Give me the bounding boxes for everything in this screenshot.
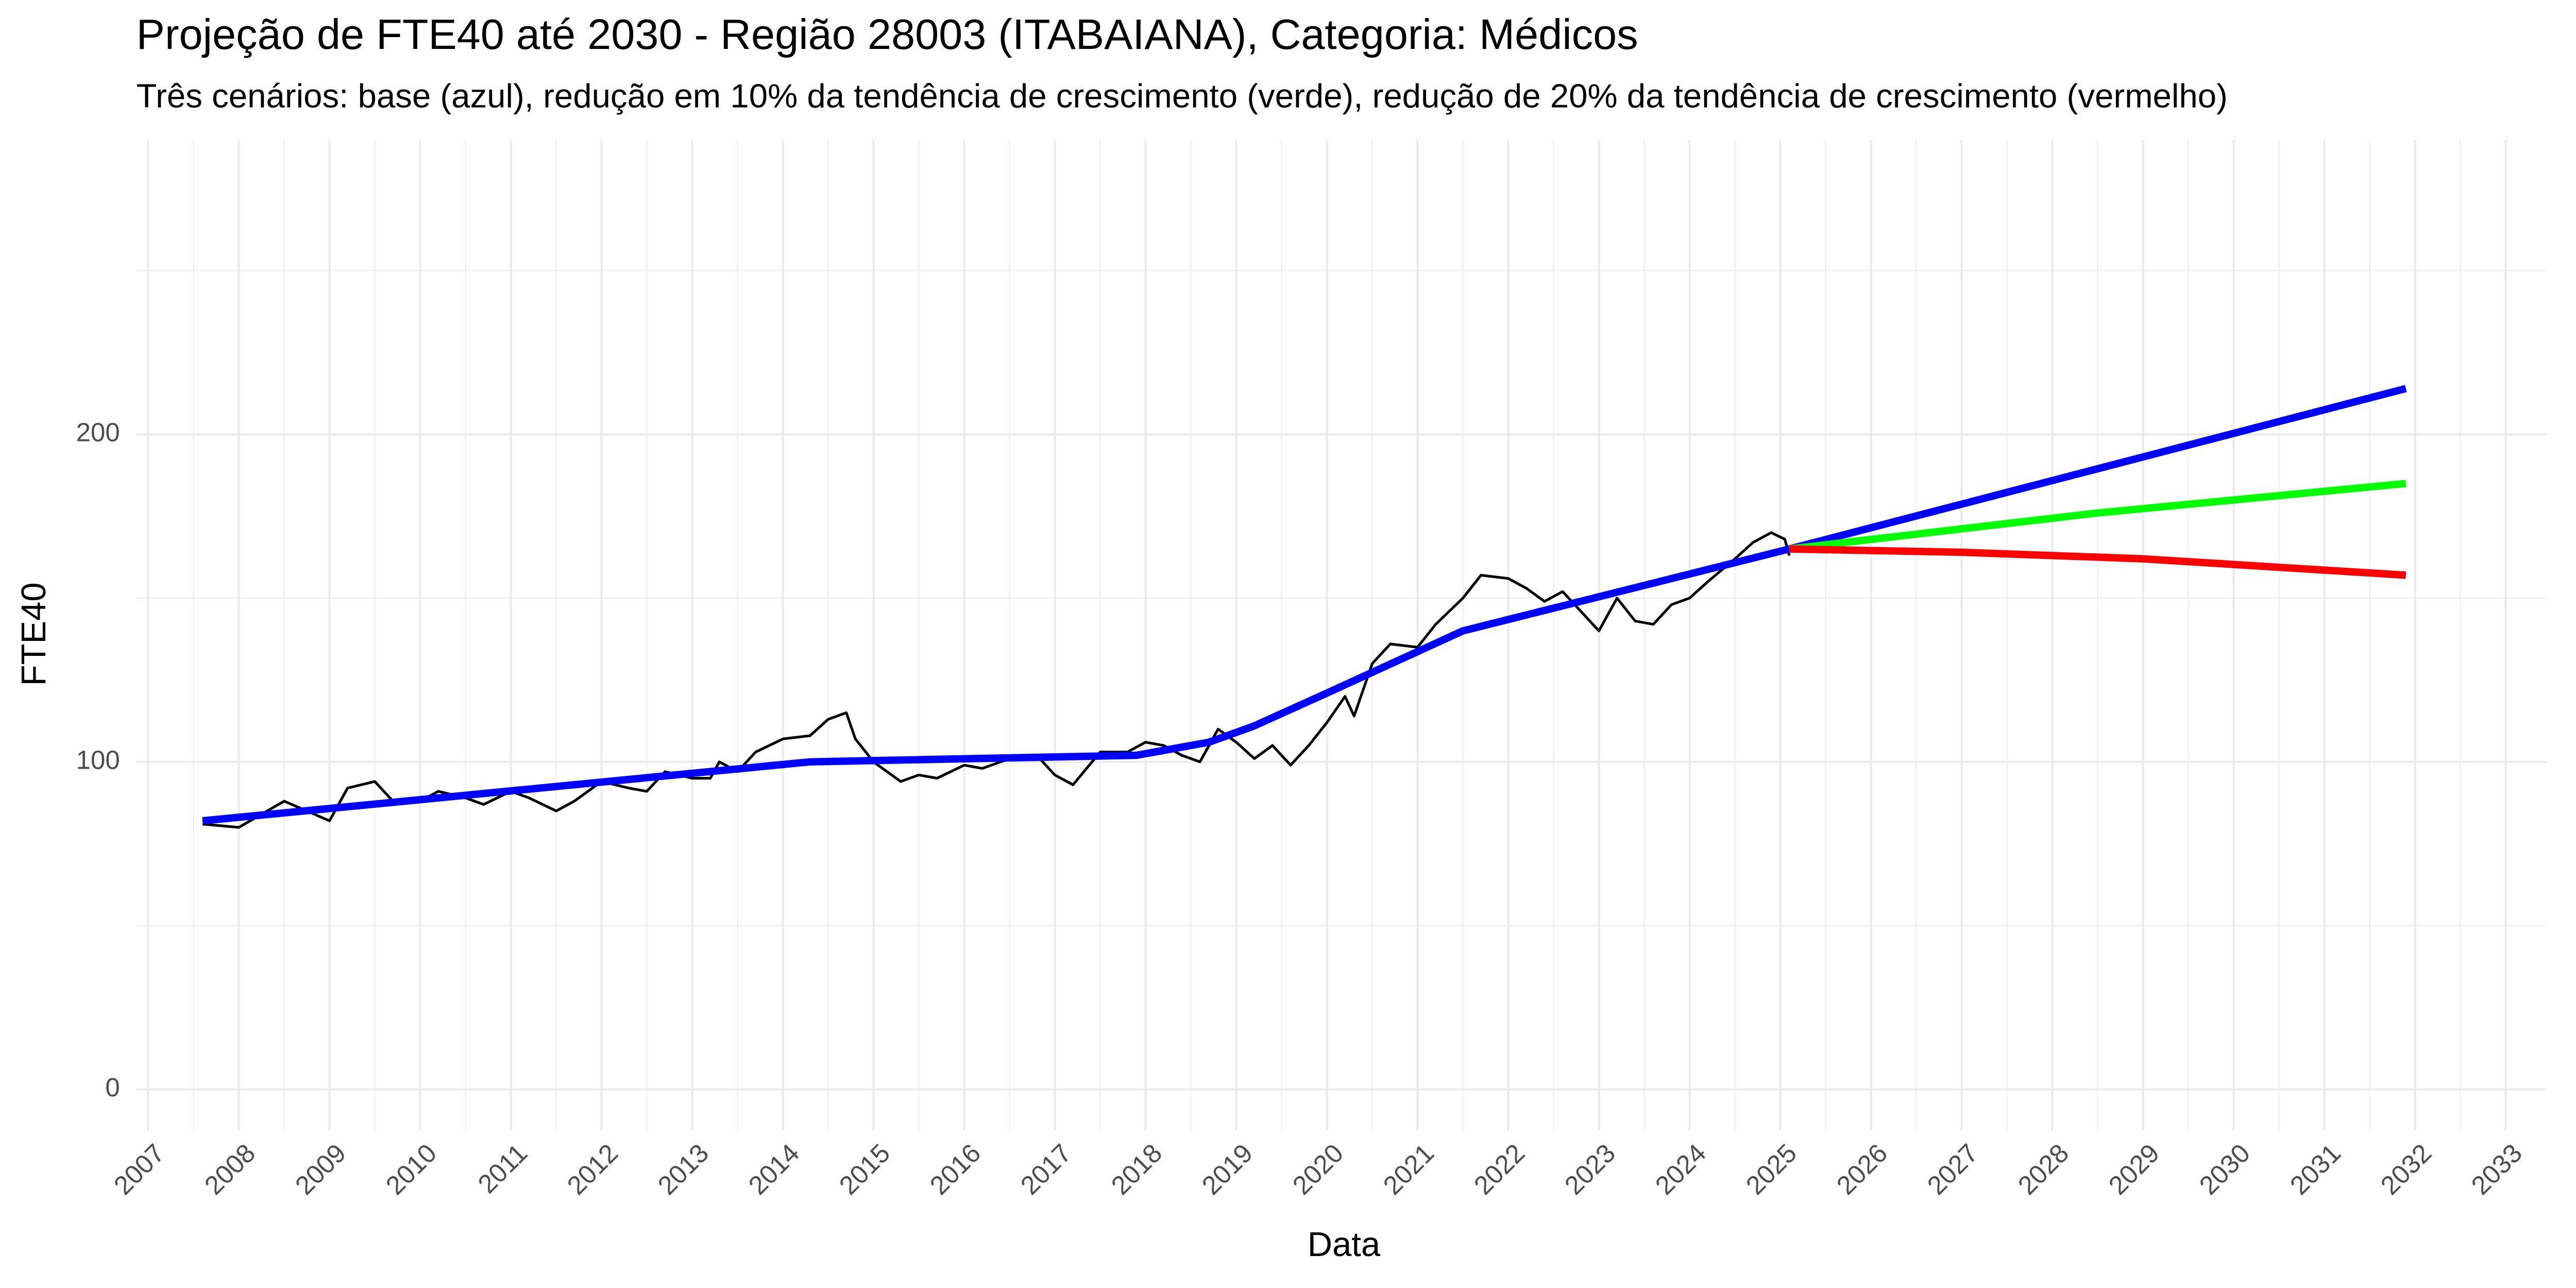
x-axis-label: Data <box>1308 1225 1381 1264</box>
x-tick-label: 2010 <box>380 1138 443 1200</box>
x-tick-label: 2032 <box>2375 1138 2437 1200</box>
x-tick-label: 2029 <box>2103 1138 2165 1200</box>
x-tick-label: 2027 <box>1922 1138 1984 1200</box>
x-tick-label: 2015 <box>834 1138 896 1200</box>
x-tick-label: 2023 <box>1559 1138 1621 1200</box>
x-tick-label: 2019 <box>1196 1138 1259 1200</box>
grid: 0 100 200 2007 2008 2009 2010 2011 2012 2013 2014 2… <box>76 140 2547 1200</box>
x-tick-label: 2022 <box>1468 1138 1531 1200</box>
x-tick-label: 2013 <box>652 1138 715 1200</box>
x-tick-label: 2018 <box>1106 1138 1168 1200</box>
x-tick-label: 2011 <box>472 1138 533 1199</box>
x-tick-label: 2021 <box>1378 1138 1440 1200</box>
y-axis-label: FTE40 <box>14 582 53 686</box>
x-tick-label: 2014 <box>743 1138 805 1200</box>
x-tick-label: 2008 <box>199 1138 261 1200</box>
x-tick-label: 2026 <box>1831 1138 1893 1200</box>
x-tick-label: 2030 <box>2194 1138 2256 1200</box>
chart-title: Projeção de FTE40 até 2030 - Região 2800… <box>137 10 1638 58</box>
x-tick-label: 2025 <box>1740 1138 1803 1200</box>
x-tick-label: 2009 <box>290 1138 352 1200</box>
x-tick-label: 2012 <box>562 1138 624 1200</box>
x-tick-label: 2020 <box>1287 1138 1349 1200</box>
series-line <box>1789 545 2406 579</box>
series-line <box>1789 480 2406 553</box>
plot-area <box>202 385 2407 829</box>
x-tick-label: 2028 <box>2012 1138 2075 1200</box>
y-tick-label: 200 <box>76 418 120 447</box>
x-tick-label: 2007 <box>108 1138 171 1200</box>
x-tick-label: 2017 <box>1015 1138 1077 1200</box>
x-tick-label: 2024 <box>1650 1138 1712 1200</box>
x-tick-label: 2031 <box>2284 1138 2347 1200</box>
series-line <box>202 531 1791 829</box>
chart-subtitle: Três cenários: base (azul), redução em 1… <box>137 77 2228 115</box>
x-tick-label: 2016 <box>924 1138 987 1200</box>
y-tick-label: 100 <box>76 745 120 774</box>
x-tick-label: 2033 <box>2466 1138 2528 1200</box>
y-tick-label: 0 <box>105 1073 120 1102</box>
series-line <box>202 385 2407 825</box>
